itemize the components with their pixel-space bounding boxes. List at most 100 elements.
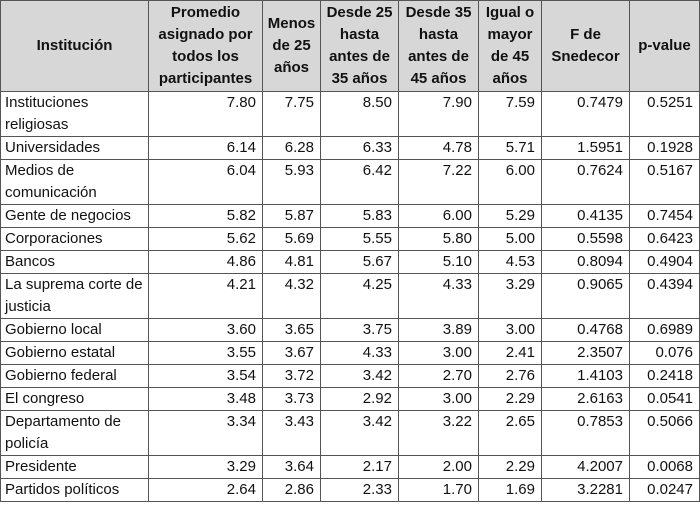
table-row: Presidente 3.29 3.64 2.17 2.00 2.29 4.2007 0.00… xyxy=(0,455,700,479)
table-row: Gobierno local 3.60 3.65 3.75 3.89 3.00 0.4768… xyxy=(0,318,700,342)
value-cell: 2.3507 xyxy=(541,341,630,365)
value-cell: 4.78 xyxy=(398,136,479,160)
value-cell: 3.00 xyxy=(398,387,479,411)
value-cell: 0.4394 xyxy=(629,273,700,319)
table-row: Bancos 4.86 4.81 5.67 5.10 4.53 0.8094 0.4904 xyxy=(0,250,700,274)
column-header: Institución xyxy=(0,0,149,92)
value-cell: 2.41 xyxy=(478,341,542,365)
value-cell: 0.7454 xyxy=(629,204,700,228)
value-cell: 0.7479 xyxy=(541,91,630,137)
institution-cell: Gente de negocios xyxy=(0,204,149,228)
value-cell: 7.80 xyxy=(148,91,263,137)
value-cell: 0.5251 xyxy=(629,91,700,137)
column-header: F de Snedecor xyxy=(541,0,630,92)
value-cell: 4.2007 xyxy=(541,455,630,479)
value-cell: 3.55 xyxy=(148,341,263,365)
column-header: Desde 25 hasta antes de 35 años xyxy=(320,0,399,92)
value-cell: 0.6989 xyxy=(629,318,700,342)
value-cell: 3.64 xyxy=(262,455,321,479)
value-cell: 0.5598 xyxy=(541,227,630,251)
table-row: La suprema corte de justicia 4.21 4.32 4.25… xyxy=(0,273,700,319)
value-cell: 3.34 xyxy=(148,410,263,456)
value-cell: 5.55 xyxy=(320,227,399,251)
value-cell: 1.5951 xyxy=(541,136,630,160)
value-cell: 5.29 xyxy=(478,204,542,228)
value-cell: 2.17 xyxy=(320,455,399,479)
value-cell: 3.2281 xyxy=(541,478,630,502)
institution-cell: Gobierno local xyxy=(0,318,149,342)
value-cell: 0.0541 xyxy=(629,387,700,411)
value-cell: 3.42 xyxy=(320,364,399,388)
institution-cell: La suprema corte de justicia xyxy=(0,273,149,319)
value-cell: 2.29 xyxy=(478,387,542,411)
value-cell: 2.65 xyxy=(478,410,542,456)
value-cell: 2.64 xyxy=(148,478,263,502)
value-cell: 5.83 xyxy=(320,204,399,228)
value-cell: 3.42 xyxy=(320,410,399,456)
value-cell: 5.10 xyxy=(398,250,479,274)
table-row: Gente de negocios 5.82 5.87 5.83 6.00 5.29 0.4… xyxy=(0,204,700,228)
value-cell: 5.93 xyxy=(262,159,321,205)
table-row: Partidos políticos 2.64 2.86 2.33 1.70 1.69 3.… xyxy=(0,478,700,502)
value-cell: 3.00 xyxy=(398,341,479,365)
value-cell: 5.67 xyxy=(320,250,399,274)
value-cell: 5.69 xyxy=(262,227,321,251)
institution-cell: Gobierno estatal xyxy=(0,341,149,365)
value-cell: 6.14 xyxy=(148,136,263,160)
value-cell: 2.6163 xyxy=(541,387,630,411)
value-cell: 4.21 xyxy=(148,273,263,319)
table-row: Gobierno estatal 3.55 3.67 4.33 3.00 2.41 2.35… xyxy=(0,341,700,365)
value-cell: 4.33 xyxy=(398,273,479,319)
value-cell: 0.7624 xyxy=(541,159,630,205)
value-cell: 7.22 xyxy=(398,159,479,205)
value-cell: 3.54 xyxy=(148,364,263,388)
value-cell: 4.86 xyxy=(148,250,263,274)
value-cell: 0.5167 xyxy=(629,159,700,205)
value-cell: 0.0068 xyxy=(629,455,700,479)
value-cell: 7.90 xyxy=(398,91,479,137)
value-cell: 5.71 xyxy=(478,136,542,160)
value-cell: 4.32 xyxy=(262,273,321,319)
value-cell: 3.72 xyxy=(262,364,321,388)
value-cell: 4.25 xyxy=(320,273,399,319)
value-cell: 1.4103 xyxy=(541,364,630,388)
value-cell: 0.0247 xyxy=(629,478,700,502)
value-cell: 2.29 xyxy=(478,455,542,479)
value-cell: 0.4135 xyxy=(541,204,630,228)
value-cell: 2.76 xyxy=(478,364,542,388)
table-row: Instituciones religiosas 7.80 7.75 8.50 7.90… xyxy=(0,91,700,137)
value-cell: 3.73 xyxy=(262,387,321,411)
value-cell: 0.8094 xyxy=(541,250,630,274)
value-cell: 7.59 xyxy=(478,91,542,137)
institution-cell: Instituciones religiosas xyxy=(0,91,149,137)
value-cell: 3.67 xyxy=(262,341,321,365)
value-cell: 3.60 xyxy=(148,318,263,342)
value-cell: 0.5066 xyxy=(629,410,700,456)
value-cell: 0.1928 xyxy=(629,136,700,160)
value-cell: 3.48 xyxy=(148,387,263,411)
column-header: Menos de 25 años xyxy=(262,0,321,92)
value-cell: 0.4768 xyxy=(541,318,630,342)
institution-cell: Universidades xyxy=(0,136,149,160)
value-cell: 5.00 xyxy=(478,227,542,251)
value-cell: 2.00 xyxy=(398,455,479,479)
value-cell: 3.43 xyxy=(262,410,321,456)
value-cell: 3.00 xyxy=(478,318,542,342)
value-cell: 5.87 xyxy=(262,204,321,228)
value-cell: 0.2418 xyxy=(629,364,700,388)
value-cell: 0.076 xyxy=(629,341,700,365)
value-cell: 0.9065 xyxy=(541,273,630,319)
value-cell: 0.7853 xyxy=(541,410,630,456)
table-row: Corporaciones 5.62 5.69 5.55 5.80 5.00 0.5598 0… xyxy=(0,227,700,251)
institution-cell: Partidos políticos xyxy=(0,478,149,502)
value-cell: 6.28 xyxy=(262,136,321,160)
value-cell: 7.75 xyxy=(262,91,321,137)
value-cell: 2.33 xyxy=(320,478,399,502)
value-cell: 8.50 xyxy=(320,91,399,137)
institution-cell: Corporaciones xyxy=(0,227,149,251)
value-cell: 1.69 xyxy=(478,478,542,502)
value-cell: 3.75 xyxy=(320,318,399,342)
institution-cell: Departamento de policía xyxy=(0,410,149,456)
value-cell: 6.00 xyxy=(478,159,542,205)
